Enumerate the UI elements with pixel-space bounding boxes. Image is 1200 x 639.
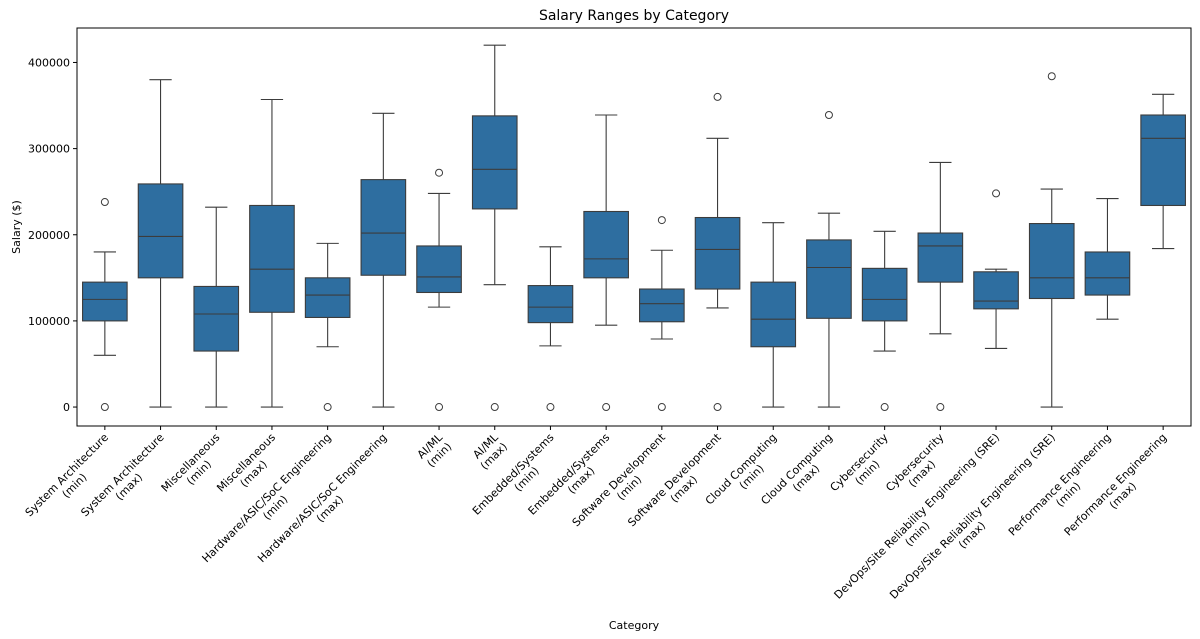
box-iqr bbox=[304, 277, 351, 319]
x-tick-label-line: Performance Engineering bbox=[1006, 431, 1114, 539]
box-group bbox=[471, 44, 518, 412]
box-group bbox=[193, 206, 240, 408]
box-group bbox=[639, 216, 685, 412]
box-iqr bbox=[694, 216, 741, 290]
outlier-point bbox=[713, 92, 722, 101]
y-axis: 0 100000 200000 300000 400000 bbox=[28, 56, 77, 414]
y-tick-label: 300000 bbox=[28, 143, 70, 156]
box-iqr bbox=[416, 245, 462, 294]
box-iqr bbox=[471, 115, 518, 210]
chart-title: Salary Ranges by Category bbox=[539, 8, 729, 24]
box-group bbox=[249, 98, 295, 408]
box-iqr bbox=[1028, 223, 1075, 300]
box-group bbox=[973, 189, 1019, 350]
y-axis-label: Salary ($) bbox=[10, 200, 23, 254]
box-group bbox=[82, 198, 128, 412]
y-tick-label: 200000 bbox=[28, 229, 70, 242]
outlier-point bbox=[880, 403, 889, 412]
x-tick-label: AI/ML(min) bbox=[415, 430, 455, 470]
outlier-point bbox=[490, 403, 499, 412]
box-group bbox=[917, 161, 964, 412]
outlier-point bbox=[435, 403, 444, 412]
x-axis-label: Category bbox=[609, 619, 660, 632]
box-group bbox=[416, 168, 462, 412]
box-iqr bbox=[1084, 251, 1131, 296]
outlier-point bbox=[936, 403, 945, 412]
y-tick-label: 400000 bbox=[28, 56, 70, 69]
outlier-point bbox=[657, 403, 666, 412]
outlier-point bbox=[100, 198, 109, 207]
outlier-point bbox=[100, 403, 109, 412]
x-tick-label: System Architecture(min) bbox=[23, 431, 121, 529]
box-iqr bbox=[193, 285, 240, 352]
outlier-point bbox=[1047, 72, 1056, 81]
box-iqr bbox=[750, 281, 797, 348]
y-tick-label: 100000 bbox=[28, 315, 70, 328]
box-iqr bbox=[249, 204, 295, 313]
outlier-point bbox=[546, 403, 555, 412]
outlier-point bbox=[602, 403, 611, 412]
box-iqr bbox=[861, 267, 908, 322]
box-iqr bbox=[527, 285, 574, 324]
box-iqr bbox=[82, 281, 128, 322]
box-iqr bbox=[360, 179, 407, 276]
box-iqr bbox=[583, 210, 629, 279]
box-group bbox=[806, 111, 852, 408]
x-tick-label: AI/ML(max) bbox=[469, 430, 511, 472]
box-group bbox=[1084, 198, 1131, 320]
plot-frame bbox=[76, 27, 1192, 427]
x-axis: System Architecture(min)System Architect… bbox=[23, 426, 1169, 602]
plot-area bbox=[82, 44, 1186, 412]
box-group bbox=[750, 222, 797, 408]
outlier-point bbox=[435, 168, 444, 177]
outlier-point bbox=[992, 189, 1001, 198]
box-group bbox=[1140, 93, 1186, 250]
box-group bbox=[583, 114, 629, 412]
box-group bbox=[360, 112, 407, 408]
y-tick-label: 0 bbox=[63, 401, 70, 414]
box-group bbox=[694, 92, 741, 412]
box-iqr bbox=[639, 288, 685, 323]
box-iqr bbox=[917, 232, 964, 283]
box-group bbox=[861, 230, 908, 412]
box-group bbox=[137, 79, 184, 408]
outlier-point bbox=[323, 403, 332, 412]
box-iqr bbox=[1140, 114, 1186, 207]
box-group bbox=[527, 246, 574, 412]
outlier-point bbox=[713, 403, 722, 412]
outlier-point bbox=[824, 111, 833, 120]
box-iqr bbox=[137, 183, 184, 279]
box-group bbox=[1028, 72, 1075, 408]
box-iqr bbox=[973, 271, 1019, 310]
box-group bbox=[304, 242, 351, 412]
box-iqr bbox=[806, 239, 852, 319]
outlier-point bbox=[657, 216, 666, 225]
